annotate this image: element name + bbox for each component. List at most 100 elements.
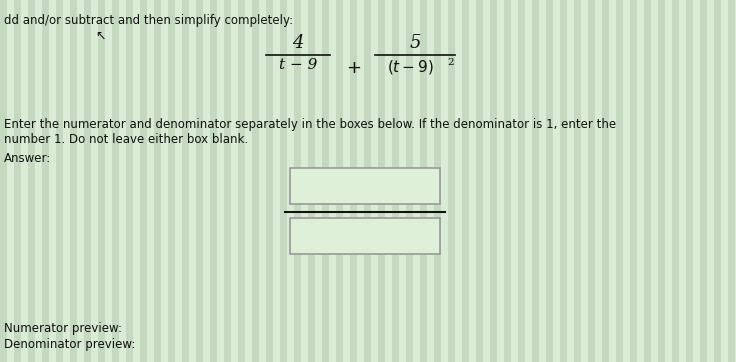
Bar	[616, 0, 623, 362]
Bar	[539, 0, 546, 362]
Bar	[350, 0, 357, 362]
Bar	[98, 0, 105, 362]
Bar	[343, 0, 350, 362]
Bar	[392, 0, 399, 362]
Bar	[525, 0, 532, 362]
Bar	[721, 0, 728, 362]
Bar	[315, 0, 322, 362]
Bar	[154, 0, 161, 362]
Bar	[427, 0, 434, 362]
Bar	[637, 0, 644, 362]
Bar	[28, 0, 35, 362]
Bar	[224, 0, 231, 362]
Bar	[56, 0, 63, 362]
Text: 4: 4	[292, 34, 304, 52]
Bar	[35, 0, 42, 362]
Text: t − 9: t − 9	[279, 58, 317, 72]
Bar	[217, 0, 224, 362]
Bar	[462, 0, 469, 362]
Bar	[434, 0, 441, 362]
FancyBboxPatch shape	[290, 218, 440, 254]
Text: Denominator preview:: Denominator preview:	[4, 338, 135, 351]
Bar	[210, 0, 217, 362]
Bar	[658, 0, 665, 362]
Bar	[357, 0, 364, 362]
Bar	[399, 0, 406, 362]
Bar	[322, 0, 329, 362]
Bar	[161, 0, 168, 362]
Bar	[588, 0, 595, 362]
Text: Answer:: Answer:	[4, 152, 52, 165]
Bar	[469, 0, 476, 362]
Bar	[413, 0, 420, 362]
Bar	[476, 0, 483, 362]
Text: dd and/or subtract and then simplify completely:: dd and/or subtract and then simplify com…	[4, 14, 293, 27]
Bar	[112, 0, 119, 362]
Bar	[441, 0, 448, 362]
Bar	[560, 0, 567, 362]
Text: Numerator preview:: Numerator preview:	[4, 322, 122, 335]
Bar	[7, 0, 14, 362]
Bar	[497, 0, 504, 362]
Bar	[252, 0, 259, 362]
Bar	[602, 0, 609, 362]
Bar	[196, 0, 203, 362]
Bar	[0, 0, 7, 362]
Bar	[203, 0, 210, 362]
Bar	[609, 0, 616, 362]
Bar	[336, 0, 343, 362]
Bar	[91, 0, 98, 362]
Bar	[553, 0, 560, 362]
Bar	[532, 0, 539, 362]
Bar	[490, 0, 497, 362]
Bar	[630, 0, 637, 362]
Bar	[707, 0, 714, 362]
Bar	[77, 0, 84, 362]
Bar	[371, 0, 378, 362]
Bar	[70, 0, 77, 362]
Text: Enter the numerator and denominator separately in the boxes below. If the denomi: Enter the numerator and denominator sepa…	[4, 118, 616, 131]
Bar	[567, 0, 574, 362]
Bar	[245, 0, 252, 362]
Bar	[140, 0, 147, 362]
Bar	[238, 0, 245, 362]
Bar	[21, 0, 28, 362]
Bar	[420, 0, 427, 362]
Text: $(t-9)$: $(t-9)$	[386, 58, 434, 76]
FancyBboxPatch shape	[290, 168, 440, 204]
Bar	[700, 0, 707, 362]
Bar	[49, 0, 56, 362]
Bar	[147, 0, 154, 362]
Bar	[84, 0, 91, 362]
Bar	[595, 0, 602, 362]
Bar	[133, 0, 140, 362]
Bar	[280, 0, 287, 362]
Bar	[735, 0, 736, 362]
Bar	[63, 0, 70, 362]
Bar	[455, 0, 462, 362]
Bar	[693, 0, 700, 362]
Text: 2: 2	[447, 58, 454, 67]
Bar	[308, 0, 315, 362]
Bar	[182, 0, 189, 362]
Bar	[651, 0, 658, 362]
Bar	[364, 0, 371, 362]
Text: 5: 5	[409, 34, 421, 52]
Bar	[385, 0, 392, 362]
Bar	[378, 0, 385, 362]
Bar	[448, 0, 455, 362]
Bar	[504, 0, 511, 362]
Bar	[686, 0, 693, 362]
Bar	[126, 0, 133, 362]
Bar	[623, 0, 630, 362]
Bar	[644, 0, 651, 362]
Bar	[728, 0, 735, 362]
Bar	[189, 0, 196, 362]
Bar	[168, 0, 175, 362]
Bar	[119, 0, 126, 362]
Text: ↖: ↖	[95, 30, 105, 43]
Bar	[329, 0, 336, 362]
Bar	[259, 0, 266, 362]
Bar	[511, 0, 518, 362]
Bar	[105, 0, 112, 362]
